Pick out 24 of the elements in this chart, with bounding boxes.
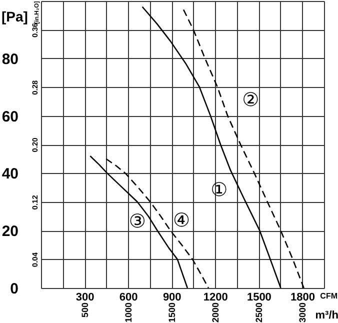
x2-tick-label: 2000 xyxy=(210,302,221,323)
x2-tick-label: 2500 xyxy=(254,302,264,323)
series-label: ③ xyxy=(128,210,146,233)
x2-tick-label: 3000 xyxy=(298,302,308,323)
y-tick-label: 0 xyxy=(10,280,18,298)
x2-tick-label: 1000 xyxy=(124,302,134,323)
y-axis-title: [Pa] xyxy=(2,8,28,24)
series-label: ② xyxy=(242,88,260,111)
line-series xyxy=(90,155,188,289)
x2-axis-title: m³/h xyxy=(315,310,338,322)
x-tick-label: 1200 xyxy=(203,292,228,304)
x2-tick-label: 500 xyxy=(80,302,90,318)
x-tick-label: 900 xyxy=(162,292,182,304)
y-tick-label: 60 xyxy=(2,108,18,126)
x-tick-label: 600 xyxy=(119,292,138,304)
y-tick-label: 80 xyxy=(2,50,18,68)
x-tick-label: 1800 xyxy=(290,292,315,304)
series-label: ④ xyxy=(172,210,190,232)
y-tick-label: 40 xyxy=(2,166,18,183)
line-series xyxy=(106,158,210,289)
x-tick-label: 300 xyxy=(76,292,94,304)
x-tick-label: 1500 xyxy=(246,292,272,304)
x-axis-title: CFM xyxy=(320,292,338,300)
y-tick-label: 20 xyxy=(2,223,18,240)
